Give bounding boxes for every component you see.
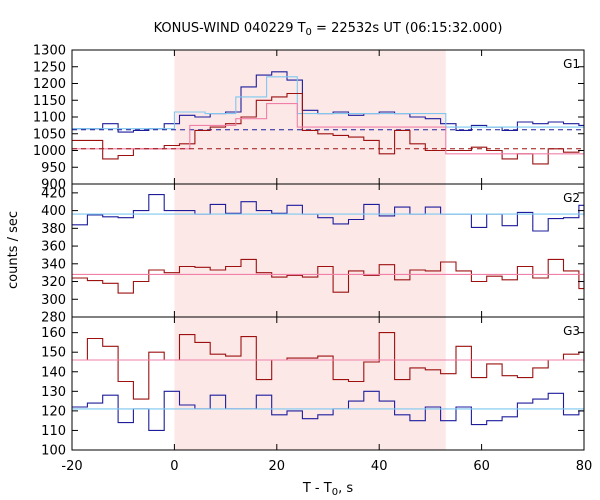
panel-g1-y-tick-label: 1200 xyxy=(33,77,66,92)
panel-g3-y-tick-label: 100 xyxy=(41,444,66,459)
panel-g2-y-tick-label: 340 xyxy=(41,257,66,272)
panel-g1-y-tick-label: 900 xyxy=(41,178,66,193)
panel-g1-y-tick-label: 1300 xyxy=(33,44,66,59)
panel-g2-series-0 xyxy=(72,194,585,232)
chart-title: KONUS-WIND 040229 T0 = 22532s UT (06:15:… xyxy=(154,21,503,38)
panel-g3-y-tick-label: 110 xyxy=(41,424,66,439)
panel-g2-y-tick-label: 300 xyxy=(41,293,66,308)
panel-g3-y-tick-label: 120 xyxy=(41,404,66,419)
panel-g3-y-tick-label: 150 xyxy=(41,346,66,361)
panel-g1-series-0 xyxy=(72,71,584,133)
panel-g2-y-tick-label: 400 xyxy=(41,204,66,219)
panel-g1-y-tick-label: 1150 xyxy=(33,94,66,109)
panel-g1-shaded-interval xyxy=(174,50,446,184)
panel-g3-label: G3 xyxy=(563,324,580,338)
x-tick-label: -20 xyxy=(61,459,82,474)
panel-g2-label: G2 xyxy=(563,191,580,205)
panel-g2-y-tick-label: 360 xyxy=(41,240,66,255)
panel-g2-y-tick-label: 320 xyxy=(41,275,66,290)
panel-g1-y-tick-label: 1100 xyxy=(33,111,66,126)
panel-g2-y-tick-label: 380 xyxy=(41,222,66,237)
panel-g1-y-tick-label: 1250 xyxy=(33,60,66,75)
x-tick-label: 80 xyxy=(576,459,593,474)
panel-g1-y-tick-label: 1050 xyxy=(33,127,66,142)
panel-g2-shaded-interval xyxy=(174,184,446,317)
panel-g2-series-2 xyxy=(72,258,585,294)
panel-g3-shaded-interval xyxy=(174,317,446,450)
x-tick-label: 20 xyxy=(269,459,286,474)
panel-g2-y-tick-label: 280 xyxy=(41,311,66,326)
panel-g3-y-tick-label: 140 xyxy=(41,365,66,380)
x-tick-label: 0 xyxy=(170,459,178,474)
panel-g1-series-3 xyxy=(72,92,584,165)
panel-g1-series-1 xyxy=(72,76,584,130)
x-axis-label: T - T0, s xyxy=(302,481,353,498)
panel-g3-y-tick-label: 160 xyxy=(41,326,66,341)
panel-g3-frame xyxy=(71,316,585,451)
panel-g2-y-tick-label: 420 xyxy=(41,186,66,201)
panel-g3-series-0 xyxy=(72,332,585,400)
panel-g3-y-tick-label: 130 xyxy=(41,385,66,400)
y-axis-label: counts / sec xyxy=(6,211,21,289)
panel-g1-y-tick-label: 950 xyxy=(41,161,66,176)
x-tick-label: 40 xyxy=(371,459,388,474)
x-tick-label: 60 xyxy=(473,459,490,474)
panel-g1-label: G1 xyxy=(563,57,580,71)
panel-g1-y-tick-label: 1000 xyxy=(33,144,66,159)
